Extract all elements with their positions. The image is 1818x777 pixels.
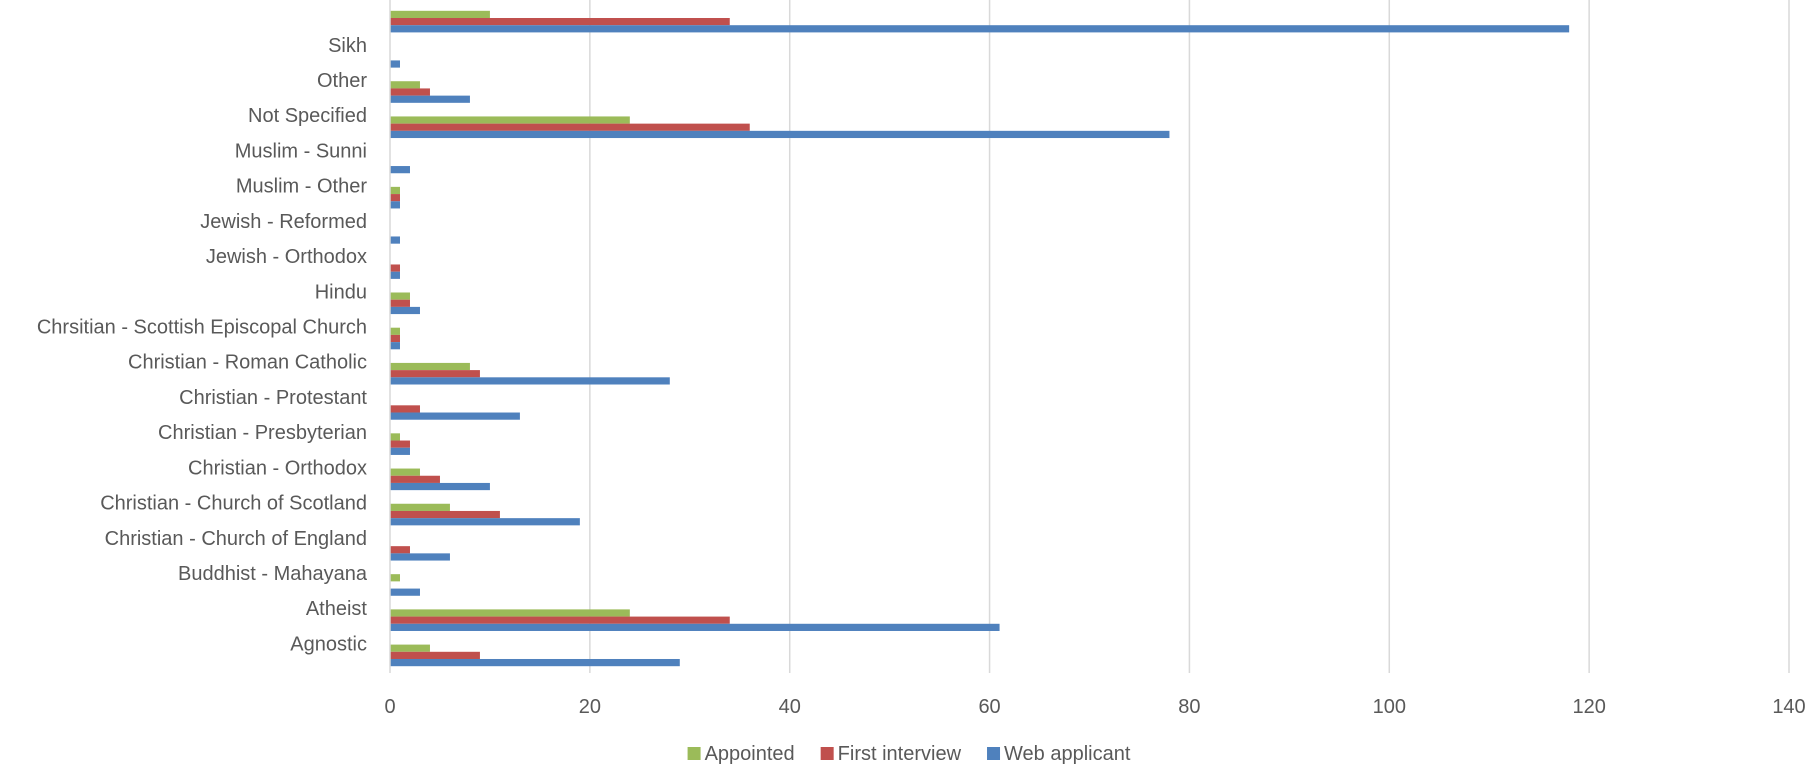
bar-appointed xyxy=(390,644,430,652)
category-label: Muslim - Sunni xyxy=(235,140,367,162)
x-tick-label: 20 xyxy=(579,696,601,718)
bar-appointed xyxy=(390,468,420,476)
bar-appointed xyxy=(390,116,630,124)
category-label: Christian - Church of Scotland xyxy=(100,493,367,515)
bar-web-applicant xyxy=(390,623,1000,631)
bar-web-applicant xyxy=(390,236,400,244)
bar-web-applicant xyxy=(390,482,490,491)
bar-web-applicant xyxy=(390,25,1570,33)
category-label: Christian - Roman Catholic xyxy=(128,352,367,374)
legend-swatch-web-applicant xyxy=(987,747,1001,760)
category-label: Jewish - Orthodox xyxy=(206,246,367,268)
bar-first-interview xyxy=(390,194,400,202)
bar-appointed xyxy=(390,609,630,617)
bar-first-interview xyxy=(390,616,730,624)
bar-first-interview xyxy=(390,18,730,26)
bar-first-interview xyxy=(390,370,480,378)
bar-web-applicant xyxy=(390,306,420,315)
category-label: Not Specified xyxy=(248,105,367,127)
bar-first-interview xyxy=(390,88,430,96)
bar-first-interview xyxy=(390,546,410,554)
bar-web-applicant xyxy=(390,342,400,350)
bar-web-applicant xyxy=(390,658,680,667)
bar-appointed xyxy=(390,362,470,371)
bars xyxy=(390,10,1570,667)
bar-appointed xyxy=(390,574,400,582)
bar-web-applicant xyxy=(390,130,1170,139)
bar-first-interview xyxy=(390,510,500,519)
category-label: Buddhist - Mahayana xyxy=(178,563,368,585)
category-label: Jewish - Reformed xyxy=(200,211,367,233)
category-label: Chrsitian - Scottish Episcopal Church xyxy=(37,317,367,339)
bar-web-applicant xyxy=(390,588,420,596)
bar-first-interview xyxy=(390,405,420,413)
legend-label: Web applicant xyxy=(1004,743,1131,765)
bar-web-applicant xyxy=(390,201,400,209)
bar-first-interview xyxy=(390,123,750,131)
x-tick-label: 60 xyxy=(978,696,1000,718)
category-label: Christian - Presbyterian xyxy=(158,422,367,444)
legend-swatch-first-interview xyxy=(820,747,834,760)
category-label: Muslim - Other xyxy=(236,176,367,198)
bar-first-interview xyxy=(390,475,440,483)
x-tick-label: 40 xyxy=(779,696,801,718)
category-label: Sikh xyxy=(328,35,367,57)
x-tick-label: 100 xyxy=(1373,696,1406,718)
bar-appointed xyxy=(390,327,400,335)
bar-appointed xyxy=(390,10,490,19)
bar-web-applicant xyxy=(390,412,520,420)
bar-first-interview xyxy=(390,334,400,343)
bar-first-interview xyxy=(390,651,480,659)
bar-web-applicant xyxy=(390,166,410,174)
x-tick-label: 140 xyxy=(1772,696,1805,718)
bar-first-interview xyxy=(390,299,410,307)
legend: Appointed First interview Web applicant xyxy=(687,743,1131,765)
category-label: Christian - Protestant xyxy=(179,387,367,409)
bar-appointed xyxy=(390,292,410,300)
gridlines xyxy=(589,0,1790,673)
bar-appointed xyxy=(390,81,420,89)
category-label: Other xyxy=(317,70,367,92)
bar-web-applicant xyxy=(390,60,400,68)
bar-web-applicant xyxy=(390,377,670,385)
bar-web-applicant xyxy=(390,447,410,455)
bar-web-applicant xyxy=(390,518,580,526)
category-label: Agnostic xyxy=(290,633,367,655)
bar-appointed xyxy=(390,503,450,511)
x-tick-label: 120 xyxy=(1572,696,1605,718)
category-label: Atheist xyxy=(306,598,368,620)
bar-web-applicant xyxy=(390,553,450,561)
bar-appointed xyxy=(390,433,400,441)
category-label: Hindu xyxy=(315,281,367,303)
x-tick-label: 0 xyxy=(384,696,395,718)
axes: 0 20 40 60 80 100 120 140 Agnostic Atheist Buddhis… xyxy=(37,0,1806,718)
bar-appointed xyxy=(390,186,400,195)
bar-first-interview xyxy=(390,264,400,272)
category-label: Christian - Orthodox xyxy=(188,457,367,479)
bar-web-applicant xyxy=(390,95,470,103)
legend-label: Appointed xyxy=(705,743,795,765)
legend-swatch-appointed xyxy=(687,747,701,760)
x-tick-label: 80 xyxy=(1178,696,1200,718)
bar-web-applicant xyxy=(390,271,400,279)
category-label: Christian - Church of England xyxy=(105,528,367,550)
bar-first-interview xyxy=(390,440,410,448)
legend-label: First interview xyxy=(838,743,962,765)
